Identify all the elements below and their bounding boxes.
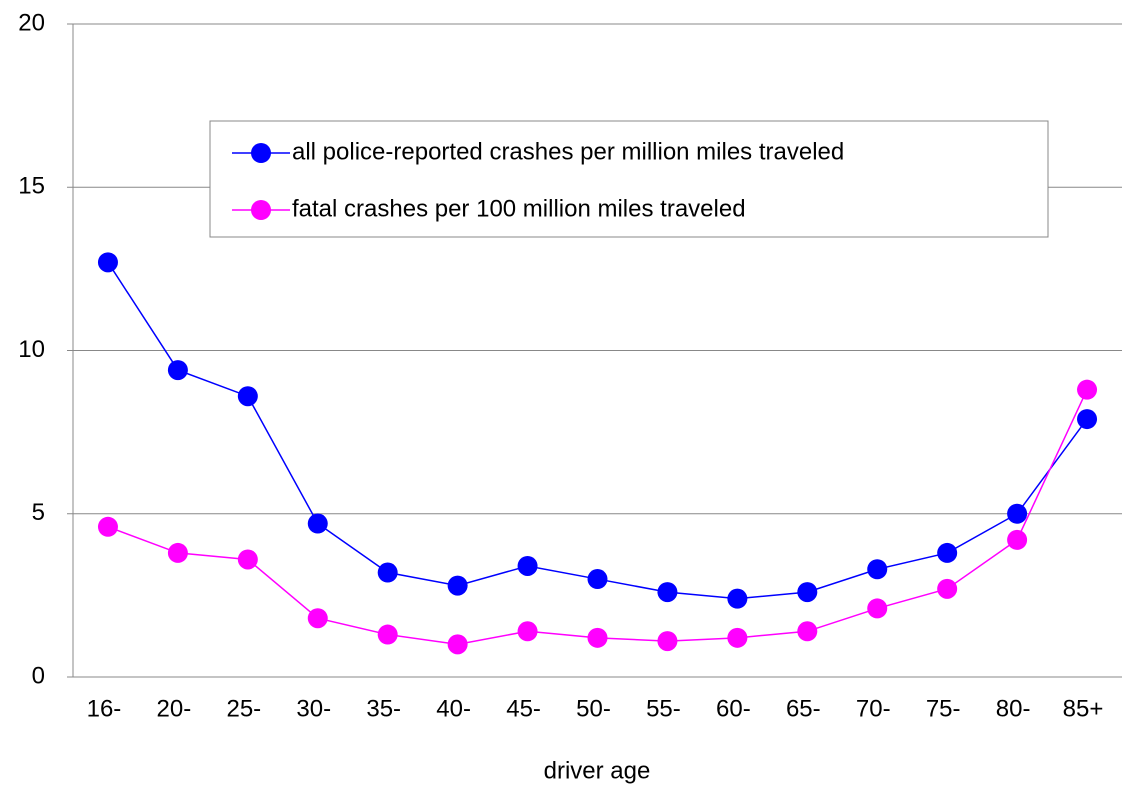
point — [587, 627, 608, 648]
point — [517, 555, 538, 576]
point — [867, 559, 888, 580]
legend-box — [209, 120, 1049, 238]
point — [377, 562, 398, 583]
point — [657, 582, 678, 603]
point — [1077, 379, 1098, 400]
point — [727, 627, 748, 648]
x-tick-label: 25- — [226, 695, 261, 722]
point — [797, 621, 818, 642]
point — [237, 386, 258, 407]
x-tick-label: 60- — [716, 695, 751, 722]
y-tick-label: 5 — [32, 499, 45, 526]
point — [797, 582, 818, 603]
x-tick-label: 30- — [296, 695, 331, 722]
point — [167, 542, 188, 563]
x-tick-label: 40- — [436, 695, 471, 722]
x-tick-label: 16- — [87, 695, 122, 722]
point — [1077, 409, 1098, 430]
x-axis-label: driver age — [544, 757, 651, 784]
x-tick-label: 75- — [926, 695, 961, 722]
x-tick-label: 20- — [157, 695, 192, 722]
legend-marker — [251, 143, 271, 163]
point — [937, 578, 958, 599]
point — [727, 588, 748, 609]
point — [517, 621, 538, 642]
point — [867, 598, 888, 619]
x-tick-label: 85+ — [1063, 695, 1104, 722]
point — [1007, 529, 1028, 550]
point — [307, 608, 328, 629]
point — [447, 634, 468, 655]
legend-marker — [251, 200, 271, 220]
legend-label: fatal crashes per 100 million miles trav… — [292, 195, 746, 222]
x-tick-label: 35- — [366, 695, 401, 722]
point — [447, 575, 468, 596]
point — [97, 516, 118, 537]
legend-label: all police-reported crashes per million … — [292, 138, 844, 165]
point — [1007, 503, 1028, 524]
point — [237, 549, 258, 570]
y-tick-label: 0 — [32, 662, 45, 689]
point — [657, 631, 678, 652]
point — [167, 360, 188, 381]
point — [587, 569, 608, 590]
x-tick-label: 50- — [576, 695, 611, 722]
y-tick-label: 20 — [18, 9, 45, 36]
x-tick-label: 80- — [996, 695, 1031, 722]
point — [937, 542, 958, 563]
x-tick-label: 70- — [856, 695, 891, 722]
y-tick-label: 10 — [18, 336, 45, 363]
series-line — [107, 389, 1088, 646]
point — [377, 624, 398, 645]
point — [307, 513, 328, 534]
x-tick-label: 65- — [786, 695, 821, 722]
x-tick-label: 55- — [646, 695, 681, 722]
point — [97, 252, 118, 273]
x-tick-label: 45- — [506, 695, 541, 722]
y-tick-label: 15 — [18, 173, 45, 200]
